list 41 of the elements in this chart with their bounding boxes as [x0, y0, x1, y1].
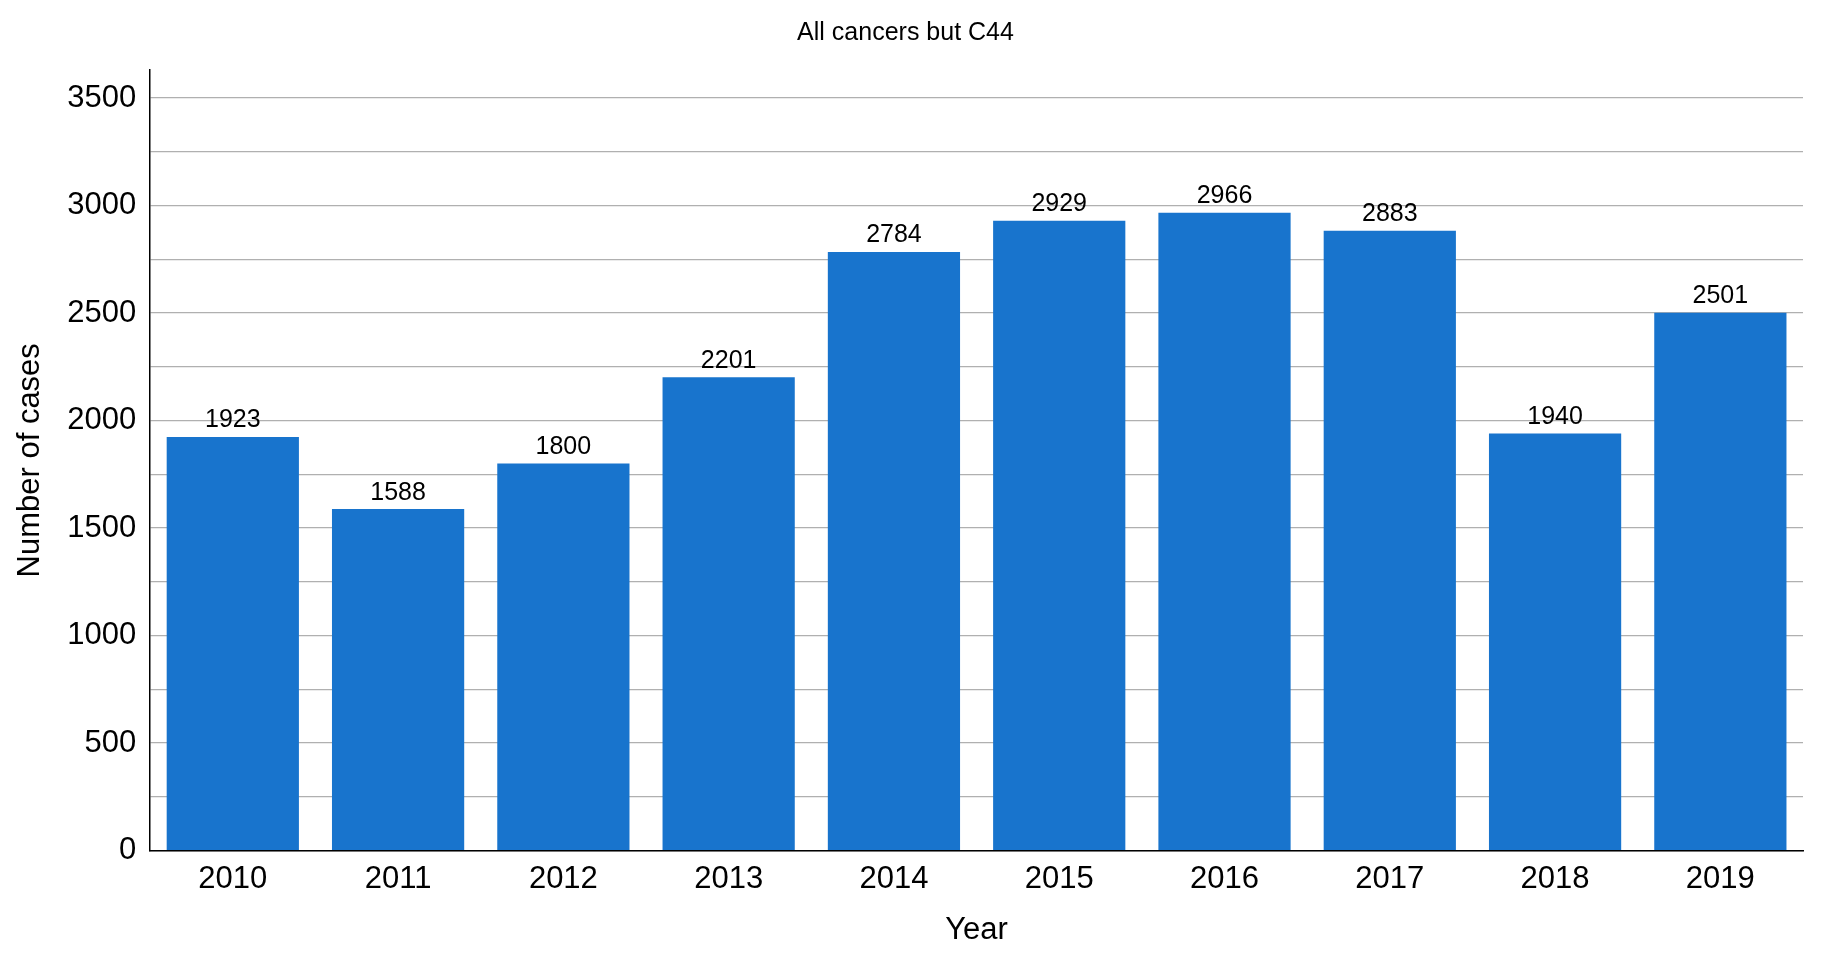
x-tick-label: 2012	[528, 859, 598, 895]
x-tick-label: 2017	[1355, 859, 1425, 895]
y-tick-label: 2500	[67, 293, 137, 329]
y-tick-label: 1000	[67, 616, 137, 652]
data-label: 2784	[866, 219, 922, 248]
x-tick-label: 2013	[694, 859, 764, 895]
data-label: 2883	[1361, 198, 1418, 227]
x-tick-label: 2018	[1520, 859, 1590, 895]
chart-title: All cancers but C44	[797, 16, 1014, 45]
y-tick-label: 2000	[67, 401, 137, 437]
data-label: 2966	[1196, 180, 1253, 209]
x-tick-label: 2016	[1190, 859, 1259, 895]
y-tick-label: 1500	[67, 508, 137, 544]
bar	[662, 377, 795, 850]
y-tick-label: 3000	[67, 186, 137, 222]
bar	[497, 463, 630, 850]
data-label: 2501	[1692, 280, 1749, 309]
data-label: 2929	[1031, 188, 1088, 217]
y-tick-label: 0	[118, 831, 137, 867]
bar	[331, 509, 465, 850]
bar	[1654, 312, 1787, 850]
data-label: 1800	[535, 430, 592, 459]
data-label: 1923	[204, 404, 261, 433]
bar	[827, 251, 961, 850]
data-label: 1588	[370, 476, 426, 505]
x-tick-label: 2014	[859, 859, 929, 895]
y-axis-title: Number of cases	[11, 343, 47, 578]
bar	[1488, 433, 1622, 850]
data-label: 1940	[1527, 400, 1583, 429]
y-tick-label: 3500	[67, 78, 137, 114]
bar	[993, 220, 1126, 850]
bar	[1158, 212, 1291, 850]
x-tick-label: 2015	[1024, 859, 1094, 895]
x-axis-title: Year	[945, 910, 1008, 946]
bar	[1323, 230, 1456, 850]
x-tick-label: 2010	[198, 859, 268, 895]
x-tick-label: 2019	[1685, 859, 1755, 895]
x-tick-label: 2011	[364, 859, 432, 895]
data-label: 2201	[700, 344, 757, 373]
y-tick-label: 500	[84, 723, 137, 759]
bar	[166, 437, 299, 850]
